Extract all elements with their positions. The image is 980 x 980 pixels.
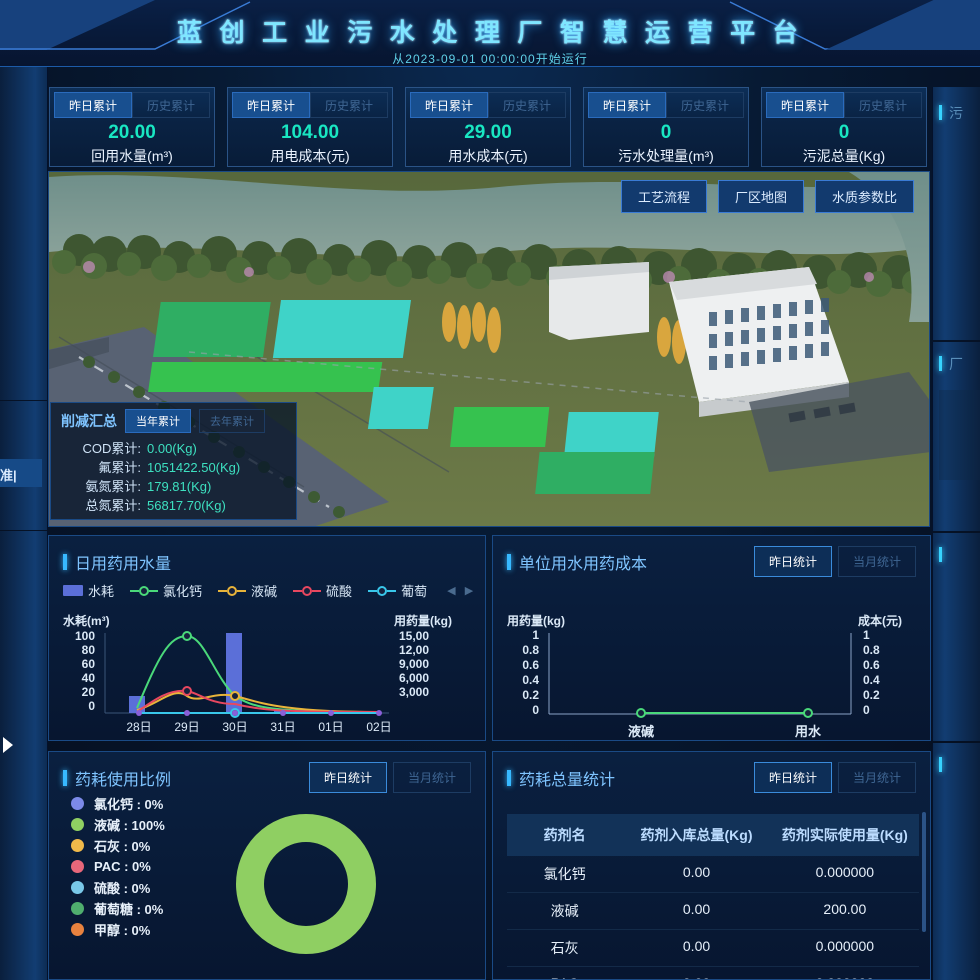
svg-text:液碱: 液碱 — [628, 724, 654, 739]
svg-text:1: 1 — [863, 628, 870, 642]
svg-text:0.4: 0.4 — [522, 673, 539, 687]
svg-text:0.4: 0.4 — [863, 673, 880, 687]
svg-text:0: 0 — [863, 703, 870, 717]
svg-text:15,00: 15,00 — [399, 629, 429, 643]
svg-text:60: 60 — [82, 657, 96, 671]
svg-text:0.8: 0.8 — [863, 643, 880, 657]
svg-text:40: 40 — [82, 671, 96, 685]
svg-text:用水: 用水 — [794, 724, 822, 739]
svg-text:01日: 01日 — [318, 720, 343, 734]
svg-text:0: 0 — [532, 703, 539, 717]
svg-text:0.2: 0.2 — [863, 688, 880, 702]
svg-text:3,000: 3,000 — [399, 685, 429, 699]
svg-text:28日: 28日 — [126, 720, 151, 734]
svg-text:12,00: 12,00 — [399, 643, 429, 657]
svg-text:0.8: 0.8 — [522, 643, 539, 657]
svg-text:6,000: 6,000 — [399, 671, 429, 685]
svg-text:20: 20 — [82, 685, 96, 699]
svg-text:30日: 30日 — [222, 720, 247, 734]
svg-text:0: 0 — [88, 699, 95, 713]
svg-text:0.6: 0.6 — [863, 658, 880, 672]
svg-text:100: 100 — [75, 629, 95, 643]
svg-text:02日: 02日 — [366, 720, 391, 734]
svg-text:0.2: 0.2 — [522, 688, 539, 702]
svg-text:1: 1 — [532, 628, 539, 642]
svg-text:9,000: 9,000 — [399, 657, 429, 671]
svg-text:29日: 29日 — [174, 720, 199, 734]
svg-text:31日: 31日 — [270, 720, 295, 734]
svg-text:80: 80 — [82, 643, 96, 657]
svg-text:0.6: 0.6 — [522, 658, 539, 672]
